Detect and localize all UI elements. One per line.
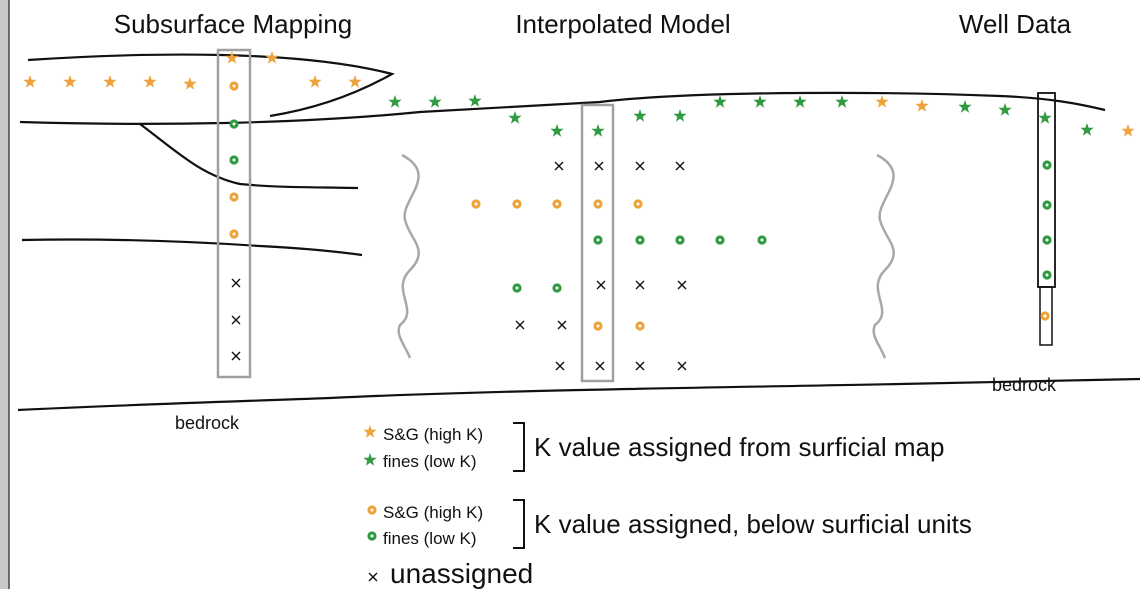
dot-center (556, 203, 559, 206)
dot-center (516, 203, 519, 206)
dot-center (1046, 274, 1049, 277)
dot-center (233, 233, 236, 236)
dot-center (371, 535, 374, 538)
bedrock-label: bedrock (175, 413, 240, 433)
diagram: Subsurface Mapping Interpolated Model We… (0, 0, 1140, 589)
panel-title: Interpolated Model (515, 9, 730, 39)
dot-center (719, 239, 722, 242)
dot-center (1044, 315, 1047, 318)
dot-center (1046, 239, 1049, 242)
dot-center (597, 325, 600, 328)
frame-edge (0, 0, 9, 589)
dot-center (637, 203, 640, 206)
dot-center (639, 325, 642, 328)
dot-center (556, 287, 559, 290)
dot-center (233, 85, 236, 88)
dot-center (475, 203, 478, 206)
dot-center (639, 239, 642, 242)
dot-center (597, 239, 600, 242)
dot-center (761, 239, 764, 242)
dot-center (371, 509, 374, 512)
dot-center (516, 287, 519, 290)
legend-description: K value assigned, below surficial units (534, 509, 972, 539)
dot-center (679, 239, 682, 242)
legend-description: K value assigned from surficial map (534, 432, 944, 462)
dot-center (233, 196, 236, 199)
dot-center (1046, 164, 1049, 167)
bedrock-label: bedrock (992, 375, 1057, 395)
legend-item: fines (low K) (383, 452, 477, 471)
legend-item: unassigned (390, 558, 533, 589)
dot-center (1046, 204, 1049, 207)
legend-item: S&G (high K) (383, 425, 483, 444)
legend-item: fines (low K) (383, 529, 477, 548)
dot-center (597, 203, 600, 206)
panel-title: Subsurface Mapping (114, 9, 352, 39)
legend-item: S&G (high K) (383, 503, 483, 522)
panel-title: Well Data (959, 9, 1072, 39)
background (0, 0, 1140, 589)
dot-center (233, 123, 236, 126)
dot-center (233, 159, 236, 162)
